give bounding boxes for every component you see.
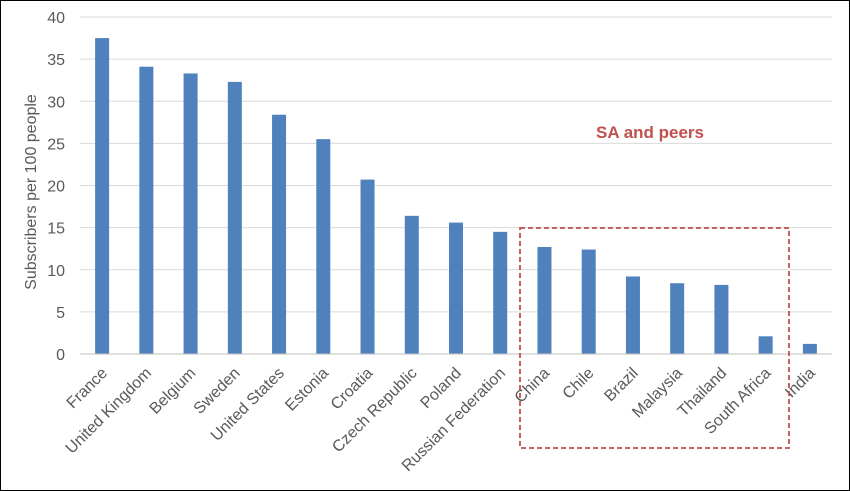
bar-south-africa [758, 336, 773, 354]
y-tick-label: 0 [56, 347, 65, 364]
y-tick-label: 40 [47, 10, 65, 27]
x-tick-label: China [512, 365, 554, 407]
y-tick-label: 5 [56, 305, 65, 322]
bar-france [95, 38, 110, 354]
y-tick-label: 10 [47, 263, 65, 280]
x-tick-label: Estonia [282, 365, 332, 415]
y-tick-label: 35 [47, 52, 65, 69]
y-tick-label: 30 [47, 94, 65, 111]
highlight-box [519, 227, 790, 449]
x-tick-label: Chile [560, 365, 598, 403]
bar-belgium [183, 73, 198, 354]
x-tick-label: Czech Republic [329, 365, 420, 456]
bar-thailand [714, 284, 729, 354]
y-tick-label: 20 [47, 179, 65, 196]
bar-malaysia [670, 283, 685, 354]
x-tick-label: Belgium [147, 365, 200, 418]
bar-united-kingdom [139, 66, 154, 355]
bar-croatia [360, 179, 375, 354]
y-tick-label: 25 [47, 136, 65, 153]
x-tick-label: India [782, 365, 819, 402]
bar-brazil [625, 276, 640, 354]
y-axis-ticks: 0 5 10 15 20 25 30 35 40 [47, 10, 65, 364]
bar-india [802, 343, 817, 354]
bar-russian-federation [493, 231, 508, 354]
bar-sweden [227, 81, 242, 354]
y-tick-label: 15 [47, 221, 65, 238]
bar-chile [581, 249, 596, 354]
y-axis-label: Subscribers per 100 people [23, 94, 40, 290]
bar-poland [449, 222, 463, 354]
bars [95, 38, 817, 355]
gridlines [80, 16, 832, 313]
bar-united-states [272, 114, 287, 354]
bar-china [537, 247, 552, 354]
bar-estonia [316, 139, 331, 354]
annotation-label: SA and peers [596, 123, 704, 142]
x-tick-label: Brazil [601, 365, 641, 405]
bar-czech-republic [404, 215, 419, 354]
